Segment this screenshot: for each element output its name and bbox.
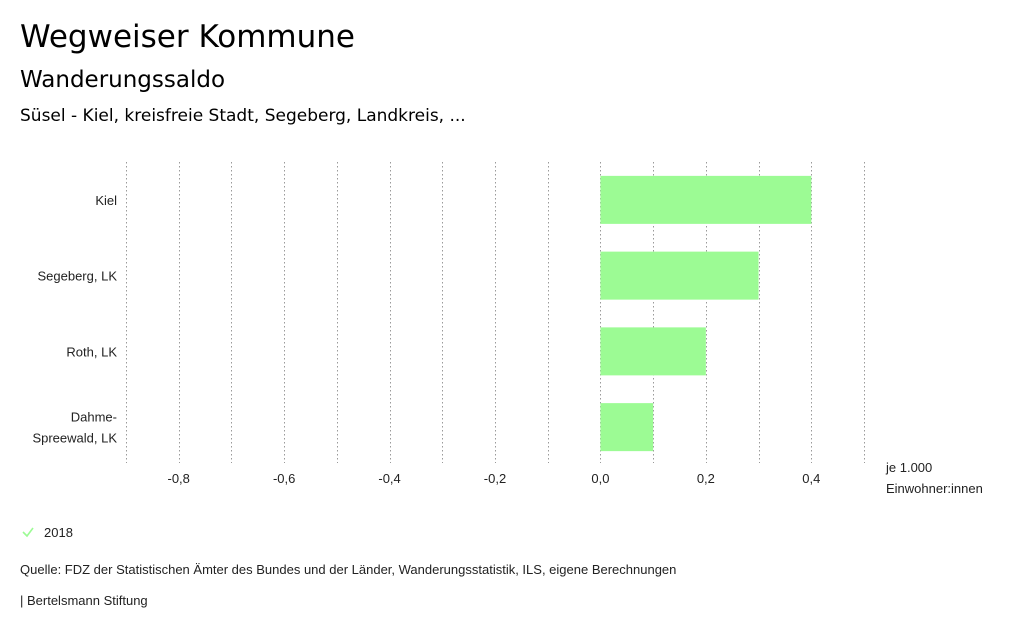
bar-2 (600, 251, 759, 300)
publisher-note: | Bertelsmann Stiftung (20, 593, 148, 608)
source-note: Quelle: FDZ der Statistischen Ämter des … (20, 562, 677, 577)
unit-label-line: je 1.000 (885, 460, 932, 475)
x-tick-label: -0,8 (168, 471, 190, 486)
check-icon[interactable] (20, 522, 44, 542)
x-tick-label: 0,0 (591, 471, 609, 486)
bar-series (600, 175, 812, 452)
chart-subtitle: Wanderungssaldo (20, 67, 226, 93)
bar-3 (600, 327, 706, 376)
x-tick-label: -0,6 (273, 471, 295, 486)
x-tick-label: 0,2 (697, 471, 715, 486)
x-tick-label: -0,2 (484, 471, 506, 486)
chart-title: Wegweiser Kommune (20, 19, 355, 55)
x-axis-unit-label: je 1.000 Einwohner:innen (885, 460, 983, 496)
legend-label-2018: 2018 (44, 524, 73, 540)
category-labels: Kiel Segeberg, LK Roth, LK Dahme- Spreewald,… (32, 193, 117, 446)
unit-label-line: Einwohner:innen (886, 481, 983, 496)
x-axis-tick-labels: -0,8 -0,6 -0,4 -0,2 0,0 0,2 0,4 (168, 471, 821, 486)
bar-chart: Kiel Segeberg, LK Roth, LK Dahme- Spreewald,… (32, 162, 983, 496)
x-tick-label: 0,4 (802, 471, 820, 486)
region-selection-label: Süsel - Kiel, kreisfreie Stadt, Segeberg… (20, 106, 466, 126)
category-label: Roth, LK (66, 344, 117, 359)
category-label: Dahme- (71, 410, 117, 425)
category-label: Segeberg, LK (37, 269, 117, 284)
bar-4 (600, 403, 654, 452)
x-tick-label: -0,4 (378, 471, 400, 486)
category-label: Spreewald, LK (32, 431, 117, 446)
category-label: Kiel (95, 193, 117, 208)
bar-1 (600, 175, 812, 224)
legend[interactable]: 2018 (20, 522, 73, 542)
